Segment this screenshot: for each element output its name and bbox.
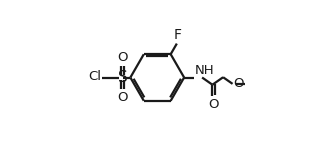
- Text: O: O: [234, 77, 244, 90]
- Text: O: O: [117, 51, 128, 64]
- Text: Cl: Cl: [88, 70, 101, 83]
- Text: NH: NH: [195, 64, 214, 77]
- Text: O: O: [117, 91, 128, 104]
- Text: O: O: [208, 98, 218, 111]
- Text: F: F: [173, 28, 181, 42]
- Text: S: S: [118, 70, 127, 85]
